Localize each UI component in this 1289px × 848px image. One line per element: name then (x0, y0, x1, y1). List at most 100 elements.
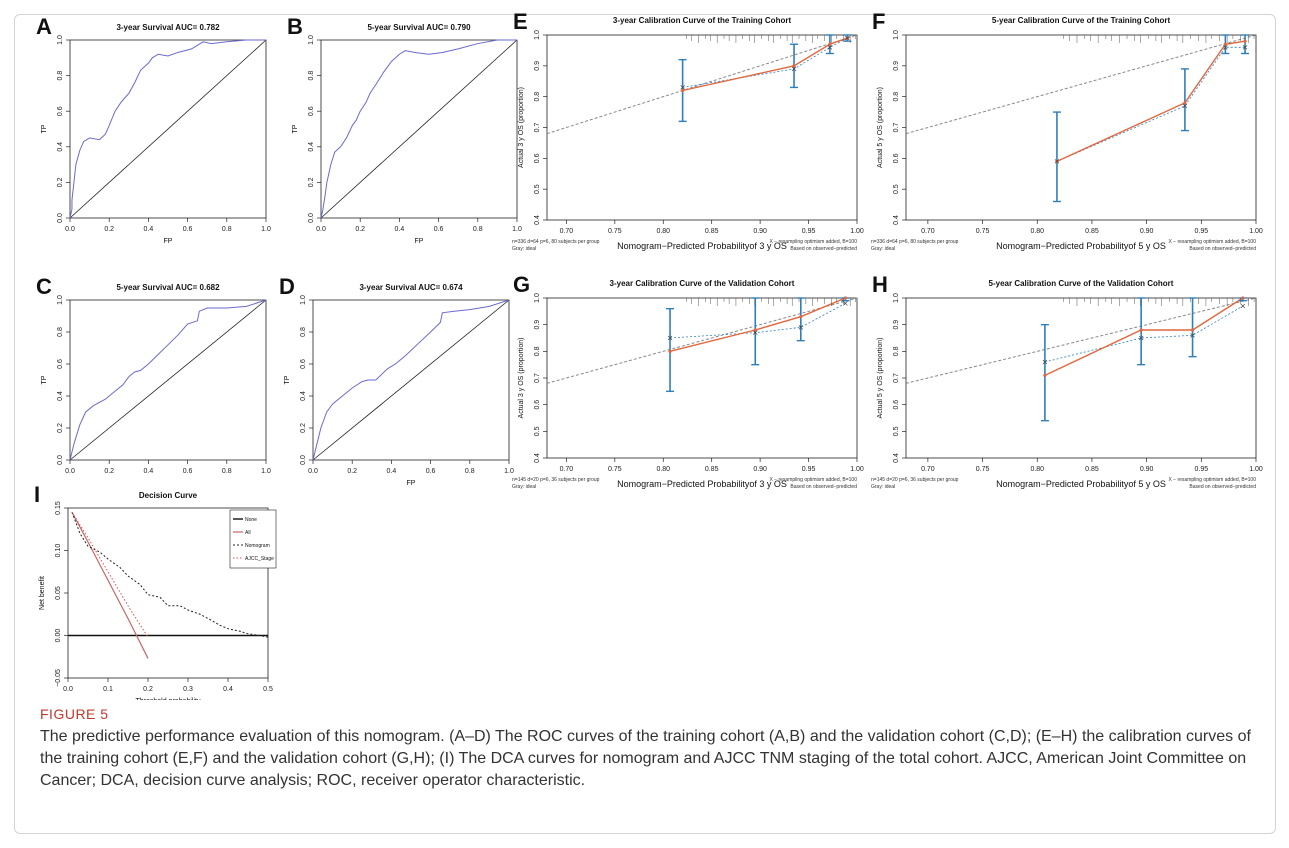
y-tick-label: 0.6 (534, 400, 541, 410)
plot-frame (69, 39, 267, 219)
calibration-point (1043, 373, 1047, 377)
y-tick-label: 0.6 (893, 153, 900, 163)
reference-diagonal (320, 39, 518, 219)
chart-panel-a: A 3-year Survival AUC= 0.782 0.0 0.2 0.4 0.6 0… (36, 14, 271, 245)
y-tick-label: 0.4 (893, 453, 900, 463)
y-tick-label: 0.0 (308, 213, 315, 223)
y-tick-label: 0.4 (300, 391, 307, 401)
y-tick-label: 0.10 (55, 544, 62, 558)
calibration-point (1243, 39, 1247, 43)
y-tick-label: 0.8 (893, 92, 900, 102)
y-tick-label: 0.4 (534, 215, 541, 225)
reference-diagonal (312, 299, 510, 461)
y-tick-label: 0.15 (55, 501, 62, 515)
bias-corrected-marker (827, 45, 833, 50)
bias-corrected-line (682, 37, 848, 88)
plot-frame (320, 39, 518, 219)
panel-letter: I (34, 482, 40, 507)
y-tick-label: 0.2 (57, 177, 64, 187)
y-axis-label: TP (41, 375, 48, 384)
figure-frame (14, 14, 1276, 834)
plot-frame (69, 299, 267, 461)
x-tick-label: 0.85 (1085, 466, 1099, 473)
y-axis-label: Actual 3 y OS (proportion) (518, 87, 525, 168)
y-tick-label: 1.0 (57, 295, 64, 305)
y-tick-label: 0.6 (534, 153, 541, 163)
y-tick-label: 0.2 (308, 177, 315, 187)
y-tick-label: 1.0 (57, 35, 64, 45)
x-tick-label: 0.6 (426, 468, 436, 475)
calibration-point (799, 315, 803, 319)
y-tick-label: 0.9 (893, 61, 900, 71)
x-tick-label: 0.90 (753, 466, 767, 473)
x-tick-label: 1.0 (504, 468, 514, 475)
legend-label: None (245, 517, 257, 523)
x-axis-label: FP (407, 480, 416, 487)
roc-curve (69, 39, 266, 219)
x-tick-label: 0.2 (347, 468, 357, 475)
chart-title: 5-year Survival AUC= 0.682 (116, 283, 220, 292)
y-tick-label: 0.5 (893, 426, 900, 436)
x-tick-label: 0.0 (65, 468, 75, 475)
x-tick-label: 0.80 (656, 466, 670, 473)
x-axis-label: Nomogram−Predicted Probabilityof 5 y OS (996, 241, 1166, 251)
x-tick-label: 0.4 (223, 686, 233, 693)
chart-panel-i: I Decision Curve 0.0 0.1 0.2 0.3 0.4 0.5 −0.05 0.… (34, 482, 277, 700)
y-axis-label: Net benefit (39, 576, 46, 610)
bias-corrected-marker (791, 66, 797, 72)
x-tick-label: 0.8 (222, 468, 232, 475)
y-tick-label: 0.05 (55, 586, 62, 600)
chart-panel-h: H 5-year Calibration Curve of the Validat… (871, 272, 1263, 490)
plot-frame (905, 297, 1257, 459)
y-axis-label: TP (284, 375, 291, 384)
y-tick-label: 1.0 (534, 30, 541, 40)
y-axis-label: Actual 5 y OS (proportion) (877, 338, 884, 419)
x-tick-label: 0.95 (802, 466, 816, 473)
y-tick-label: 0.7 (534, 373, 541, 383)
y-tick-label: 0.7 (893, 373, 900, 383)
figure-charts: A 3-year Survival AUC= 0.782 0.0 0.2 0.4 0.6 0… (34, 9, 1263, 700)
figure-label: FIGURE 5 (40, 706, 109, 722)
x-tick-label: 0.6 (183, 226, 193, 233)
chart-panel-c: C 5-year Survival AUC= 0.682 0.0 0.2 0.4 0.6 0… (36, 274, 271, 475)
footnote-right: X − resampling optimism added, B=100 (1168, 239, 1256, 245)
y-tick-label: 0.8 (57, 71, 64, 81)
calibration-point (681, 88, 685, 93)
x-tick-label: 0.80 (656, 228, 670, 235)
bias-corrected-marker (1242, 45, 1248, 50)
footnote-left: Gray: ideal (512, 484, 536, 490)
calibration-point (792, 64, 796, 68)
y-tick-label: 0.8 (308, 71, 315, 81)
x-axis-label: FP (415, 238, 424, 245)
plot-frame (546, 297, 858, 459)
ideal-line (546, 34, 858, 135)
x-tick-label: 0.90 (1140, 228, 1154, 235)
x-tick-label: 0.70 (560, 228, 574, 235)
reference-diagonal (69, 299, 267, 461)
ideal-line (905, 34, 1257, 135)
y-tick-label: 0.4 (57, 142, 64, 152)
x-tick-label: 0.75 (976, 228, 990, 235)
chart-title: 5-year Calibration Curve of the Training… (992, 16, 1171, 25)
x-tick-label: 0.0 (65, 226, 75, 233)
calibration-point (1223, 42, 1227, 46)
x-tick-label: 0.2 (104, 226, 114, 233)
legend-label: All (245, 530, 251, 536)
x-tick-label: 1.00 (850, 466, 864, 473)
x-tick-label: 0.75 (608, 228, 622, 235)
dca-line-nomogram (71, 512, 269, 638)
x-tick-label: 0.85 (1085, 228, 1099, 235)
x-tick-label: 0.3 (183, 686, 193, 693)
legend-label: Nomogram (245, 543, 270, 549)
y-axis-label: Actual 3 y OS (proportion) (518, 338, 525, 419)
bias-corrected-marker (1138, 335, 1144, 341)
x-tick-label: 0.70 (560, 466, 574, 473)
calibration-line (1056, 40, 1246, 163)
x-tick-label: 0.95 (1195, 228, 1209, 235)
y-axis-label: TP (41, 124, 48, 133)
y-tick-label: 0.6 (57, 106, 64, 116)
x-tick-label: 1.0 (512, 226, 522, 233)
footnote-right: Based on observed−predicted (790, 484, 857, 490)
chart-title: 3-year Survival AUC= 0.674 (359, 283, 463, 292)
footnote-left: n=145 d=20 p=6, 36 subjects per group (512, 477, 600, 483)
